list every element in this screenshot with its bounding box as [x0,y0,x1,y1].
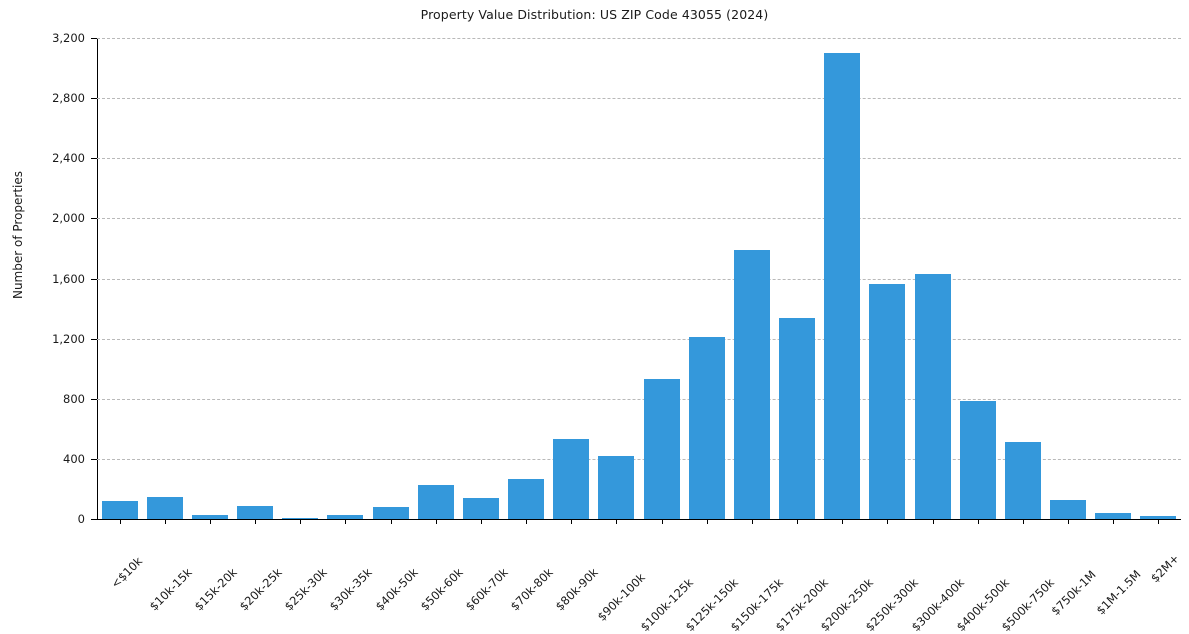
x-tick-label: $25k-30k [281,565,330,614]
gridline [97,158,1181,160]
x-axis-line [97,519,1181,520]
x-tick-label: $60k-70k [462,565,511,614]
y-tick-mark [91,218,97,220]
x-tick-mark [616,519,618,524]
y-tick-mark [91,398,97,400]
x-tick-mark [164,519,166,524]
x-tick-label: <$10k [107,554,145,591]
bar[interactable] [417,484,454,519]
y-tick-label: 1,200 [52,331,85,346]
bar[interactable] [1050,499,1087,519]
bar[interactable] [824,53,861,519]
x-tick-label: $50k-60k [417,565,466,614]
x-tick-mark [977,519,979,524]
bar[interactable] [191,515,228,519]
x-tick-mark [571,519,573,524]
x-tick-mark [1068,519,1070,524]
gridline [97,98,1181,100]
x-tick-mark [300,519,302,524]
gridline [97,398,1181,400]
y-tick-mark [91,98,97,100]
y-tick-label: 2,000 [52,211,85,226]
x-tick-mark [119,519,121,524]
x-tick-mark [390,519,392,524]
bar[interactable] [643,379,680,519]
bar[interactable] [959,400,996,519]
gridline [97,38,1181,39]
bar[interactable] [553,438,590,519]
x-tick-mark [751,519,753,524]
x-tick-label-wrapper: <$10k [108,527,172,591]
gridline [97,458,1181,460]
gridline [97,218,1181,220]
bar[interactable] [146,497,183,519]
y-tick-mark [91,158,97,160]
bar[interactable] [914,274,951,519]
y-tick-label: 2,400 [52,151,85,166]
x-tick-label: $90k-100k [594,570,649,624]
bar[interactable] [282,517,319,519]
x-tick-mark [797,519,799,524]
x-tick-mark [842,519,844,524]
x-tick-mark [480,519,482,524]
x-tick-label: $20k-25k [236,565,285,614]
x-tick-mark [932,519,934,524]
x-tick-mark [1113,519,1115,524]
bar[interactable] [733,249,770,519]
x-tick-mark [526,519,528,524]
y-axis-label: Number of Properties [11,170,25,300]
bar[interactable] [372,506,409,519]
y-tick-label: 3,200 [52,31,85,45]
y-tick-label: 400 [63,451,85,466]
plot-area [97,38,1181,519]
y-tick-mark [91,38,97,39]
x-tick-mark [435,519,437,524]
x-tick-mark [1158,519,1160,524]
y-tick-mark [91,458,97,460]
x-tick-mark [1022,519,1024,524]
x-tick-label: $70k-80k [507,565,556,614]
y-tick-mark [91,278,97,280]
x-tick-mark [661,519,663,524]
x-tick-mark [209,519,211,524]
y-tick-label: 0 [77,512,85,526]
bar[interactable] [1095,512,1132,519]
x-tick-label-wrapper: $30k-35k [327,527,413,613]
x-tick-mark [345,519,347,524]
chart-title: Property Value Distribution: US ZIP Code… [420,7,769,22]
x-tick-mark [887,519,889,524]
bar[interactable] [508,478,545,519]
bar[interactable] [1140,515,1177,519]
x-tick-label: $10k-15k [146,565,195,614]
y-tick-label: 800 [63,391,85,406]
bar[interactable] [327,514,364,519]
bar[interactable] [1004,442,1041,519]
x-tick-label: $15k-20k [191,565,240,614]
bar[interactable] [101,500,138,519]
y-tick-label: 2,800 [52,91,85,106]
bar[interactable] [688,337,725,519]
x-tick-mark [706,519,708,524]
x-tick-mark [255,519,257,524]
x-tick-label: $30k-35k [327,565,376,614]
bar[interactable] [869,283,906,519]
y-tick-mark [91,338,97,340]
y-tick-label: 1,600 [52,271,85,286]
bar[interactable] [598,456,635,519]
y-tick-mark [91,519,97,520]
bar[interactable] [237,505,274,519]
gridline [97,338,1181,340]
bar[interactable] [462,498,499,519]
chart-figure: Property Value Distribution: US ZIP Code… [11,7,1183,634]
x-tick-label: $80k-90k [552,565,601,614]
bar[interactable] [779,317,816,519]
x-tick-label-wrapper: $90k-100k [595,527,691,623]
gridline [97,278,1181,280]
x-tick-label-wrapper: $80k-90k [553,527,639,613]
x-tick-label: $40k-50k [372,565,421,614]
